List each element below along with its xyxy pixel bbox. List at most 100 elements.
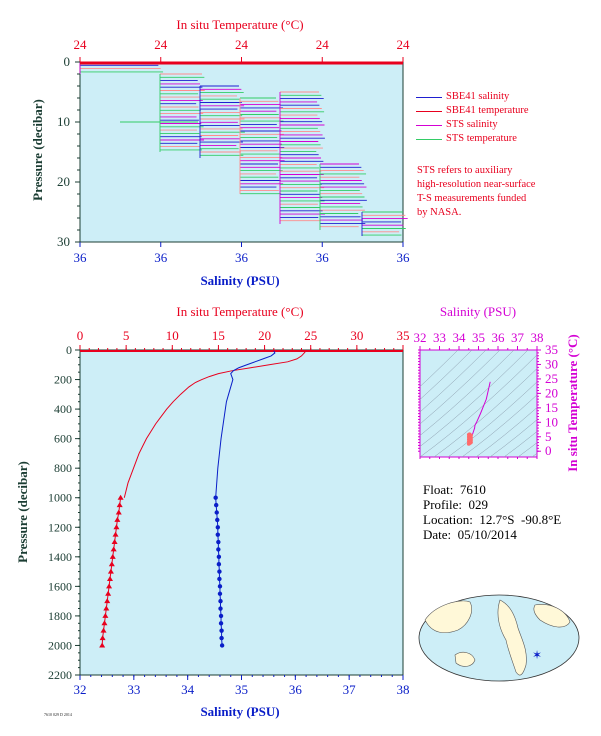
left-axis-tick-label: 600 <box>54 432 72 446</box>
salinity-bottle-marker <box>219 628 224 633</box>
main-plot-background <box>79 349 404 676</box>
ts-top-tick-label: 37 <box>511 330 525 345</box>
temperature-bottle-marker <box>104 598 111 604</box>
top-axis-title: In situ Temperature (°C) <box>176 17 303 32</box>
profile-id: Profile: 029 <box>423 497 488 512</box>
main-ticks: 0 5 10 15 20 25 30 35 32 33 34 35 36 37 38 0 200 400 600 80… <box>48 328 410 697</box>
ts-curve <box>466 381 491 446</box>
temperature-bottle-marker <box>106 575 113 581</box>
legend-item: SBE41 temperature <box>416 104 529 118</box>
ts-right-tick-label: 20 <box>545 385 558 400</box>
salinity-bottle-marker <box>216 554 222 560</box>
salinity-bottle-marker <box>217 584 223 589</box>
top-axis-tick-label: 24 <box>397 37 411 52</box>
top-profile-lines <box>79 61 408 236</box>
salinity-bottle-marker <box>217 576 222 582</box>
legend-swatch <box>416 96 442 98</box>
ts-isopycnal <box>420 350 473 400</box>
location: Location: 12.7°S -90.8°E <box>423 512 562 527</box>
float-id: Float: 7610 <box>423 482 486 497</box>
temperature-bottle-marker <box>99 635 106 641</box>
main-top-axis-title: In situ Temperature (°C) <box>176 304 303 319</box>
temperature-bottle-marker <box>100 627 107 633</box>
note-line: by NASA. <box>417 207 462 218</box>
top-axis-tick-label: 10 <box>166 328 179 343</box>
salinity-line <box>215 350 276 498</box>
ts-density-contours <box>420 350 537 457</box>
left-axis-tick-label: 0 <box>66 343 72 357</box>
main-panel: 0 5 10 15 20 25 30 35 32 33 34 35 36 37 38 0 200 400 600 80… <box>15 304 410 719</box>
ts-isopycnal <box>447 381 537 457</box>
legend-label: SBE41 temperature <box>446 105 529 116</box>
date: Date: 05/10/2014 <box>423 527 517 542</box>
ts-right-tick-label: 5 <box>545 429 552 444</box>
bottom-axis-tick-label: 35 <box>235 682 248 697</box>
temperature-bottle-marker <box>112 531 119 537</box>
ts-right-tick-label: 25 <box>545 371 558 386</box>
ts-isopycnal <box>503 431 537 457</box>
temperature-bottle-marker <box>106 583 113 589</box>
legend-swatch <box>416 138 442 140</box>
salinity-bottle-marker <box>219 635 224 641</box>
ts-top-tick-label: 38 <box>531 330 544 345</box>
bottom-axis-tick-label: 38 <box>397 682 410 697</box>
left-axis-tick-label: 10 <box>57 114 70 129</box>
left-axis-tick-label: 800 <box>54 461 72 475</box>
temperature-bottle-marker <box>114 516 121 522</box>
ts-top-axis-title: Salinity (PSU) <box>440 304 516 319</box>
top-bottom-axis-title: Salinity (PSU) <box>200 273 279 288</box>
ts-deep-point <box>467 432 472 436</box>
temperature-bottle-marker <box>115 509 122 515</box>
ts-top-tick-label: 34 <box>453 330 467 345</box>
top-ticks: 24 24 24 24 24 36 36 36 36 36 0 10 20 30 <box>57 37 410 265</box>
left-axis-tick-label: 30 <box>57 234 70 249</box>
salinity-bottle-marker <box>213 502 219 508</box>
ts-isopycnal <box>489 419 537 457</box>
temperature-bottle-marker <box>101 620 108 626</box>
top-legend: SBE41 salinity SBE41 temperature STS sal… <box>416 90 529 146</box>
temperature-bottle-marker <box>102 612 109 618</box>
salinity-bottle-marker <box>217 569 222 574</box>
top-axis-tick-label: 0 <box>77 328 84 343</box>
top-panel: 24 24 24 24 24 36 36 36 36 36 0 10 20 30 In situ Temp… <box>30 17 410 288</box>
top-axis-tick-label: 30 <box>350 328 363 343</box>
ts-isopycnal <box>420 354 537 457</box>
temperature-bottle-marker <box>111 539 118 545</box>
sts-note: STS refers to auxiliary high-resolution … <box>417 164 597 220</box>
top-axis-tick-label: 5 <box>123 328 130 343</box>
bottom-axis-tick-label: 36 <box>289 682 303 697</box>
ts-right-tick-label: 15 <box>545 400 558 415</box>
ts-top-tick-label: 35 <box>472 330 485 345</box>
temperature-bottle-marker <box>117 494 124 500</box>
temperature-bottle-marker <box>108 561 115 567</box>
salinity-bottle-marker <box>213 495 218 500</box>
bottom-axis-tick-label: 36 <box>235 250 249 265</box>
legend-swatch <box>416 110 442 112</box>
left-axis-tick-label: 1400 <box>48 550 72 564</box>
temperature-bottle-marker <box>107 568 114 574</box>
salinity-bottle-marker <box>215 517 220 523</box>
top-plot-background <box>79 61 404 243</box>
ts-isopycnal <box>420 350 501 425</box>
temperature-bottle-marker <box>105 590 112 596</box>
top-axis-tick-label: 24 <box>316 37 330 52</box>
note-line: high-resolution near-surface <box>417 179 536 190</box>
top-axis-tick-label: 20 <box>258 328 271 343</box>
legend-swatch <box>416 124 442 126</box>
salinity-bottle-marker <box>214 510 219 515</box>
salinity-bottle-marker <box>218 598 223 604</box>
top-axis-tick-label: 15 <box>212 328 225 343</box>
ts-top-tick-label: 33 <box>433 330 446 345</box>
legend-item: SBE41 salinity <box>416 90 529 104</box>
temperature-bottle-marker <box>110 546 117 552</box>
world-map: ✶ <box>418 594 580 682</box>
salinity-bottle-marker <box>217 591 223 596</box>
left-axis-tick-label: 2200 <box>48 668 72 682</box>
legend-label: STS temperature <box>446 133 517 144</box>
salinity-bottle-marker <box>215 532 221 537</box>
left-axis-tick-label: 0 <box>64 54 71 69</box>
salinity-bottle-marker <box>215 525 221 530</box>
top-axis-tick-label: 35 <box>397 328 410 343</box>
left-axis-tick-label: 1000 <box>48 491 72 505</box>
